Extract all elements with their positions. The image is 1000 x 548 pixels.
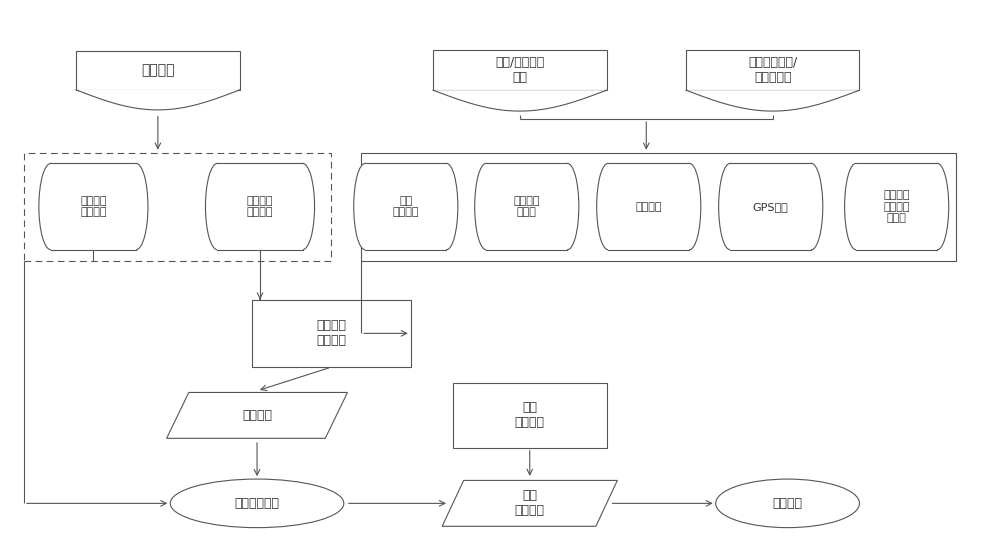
Text: 卫星观测: 卫星观测: [141, 64, 175, 78]
Polygon shape: [686, 90, 859, 111]
Polygon shape: [365, 163, 446, 250]
FancyBboxPatch shape: [453, 383, 607, 448]
Ellipse shape: [291, 163, 315, 250]
Polygon shape: [217, 163, 303, 250]
Polygon shape: [217, 163, 303, 250]
Polygon shape: [730, 163, 811, 250]
Text: GPS数据: GPS数据: [753, 202, 789, 212]
Ellipse shape: [475, 163, 498, 250]
Ellipse shape: [39, 163, 63, 250]
Text: 卫传感器
光谱辐照
度数据: 卫传感器 光谱辐照 度数据: [883, 190, 910, 223]
Polygon shape: [365, 163, 446, 250]
Text: 探空数据: 探空数据: [636, 202, 662, 212]
Text: 卫星观测
几何数据: 卫星观测 几何数据: [247, 196, 273, 218]
Polygon shape: [486, 163, 567, 250]
Ellipse shape: [205, 163, 229, 250]
Polygon shape: [442, 481, 617, 526]
Text: 定标结果: 定标结果: [773, 497, 803, 510]
Polygon shape: [51, 163, 136, 250]
Polygon shape: [856, 163, 937, 250]
Text: 大气
观测数据: 大气 观测数据: [393, 196, 419, 218]
Polygon shape: [76, 52, 240, 90]
Polygon shape: [856, 163, 937, 250]
Text: 场地/大气同步
观测: 场地/大气同步 观测: [495, 56, 544, 84]
Ellipse shape: [597, 163, 620, 250]
Polygon shape: [686, 50, 859, 90]
Polygon shape: [76, 90, 240, 110]
Polygon shape: [51, 163, 136, 250]
Polygon shape: [486, 163, 567, 250]
Polygon shape: [608, 163, 689, 250]
Polygon shape: [433, 90, 607, 111]
Text: 基础定标系数: 基础定标系数: [235, 497, 280, 510]
Text: 日地
距离计算: 日地 距离计算: [515, 401, 545, 430]
Ellipse shape: [845, 163, 868, 250]
Ellipse shape: [435, 163, 458, 250]
Text: 日地
距离订正: 日地 距离订正: [515, 489, 545, 517]
Ellipse shape: [170, 479, 344, 528]
Polygon shape: [608, 163, 689, 250]
Ellipse shape: [926, 163, 949, 250]
Text: 卫星观测
成像数据: 卫星观测 成像数据: [80, 196, 107, 218]
Ellipse shape: [719, 163, 742, 250]
Ellipse shape: [678, 163, 701, 250]
Text: 模拟结果: 模拟结果: [242, 409, 272, 422]
Ellipse shape: [354, 163, 377, 250]
Text: 太阳光谱实时/
准实时数据: 太阳光谱实时/ 准实时数据: [748, 56, 797, 84]
Polygon shape: [433, 50, 607, 90]
Polygon shape: [167, 392, 347, 438]
Text: 陆表发射
率数据: 陆表发射 率数据: [514, 196, 540, 218]
Text: 大气辐射
传输模拟: 大气辐射 传输模拟: [316, 319, 346, 347]
Ellipse shape: [124, 163, 148, 250]
Polygon shape: [730, 163, 811, 250]
Ellipse shape: [556, 163, 579, 250]
Ellipse shape: [800, 163, 823, 250]
Ellipse shape: [716, 479, 859, 528]
FancyBboxPatch shape: [252, 300, 411, 367]
